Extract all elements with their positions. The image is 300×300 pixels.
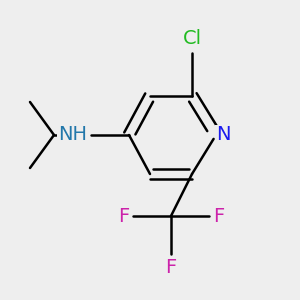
Text: F: F [165, 258, 177, 277]
Text: NH: NH [58, 125, 87, 145]
Text: N: N [216, 125, 230, 145]
Text: F: F [213, 206, 224, 226]
Text: F: F [118, 206, 129, 226]
Text: Cl: Cl [182, 29, 202, 48]
